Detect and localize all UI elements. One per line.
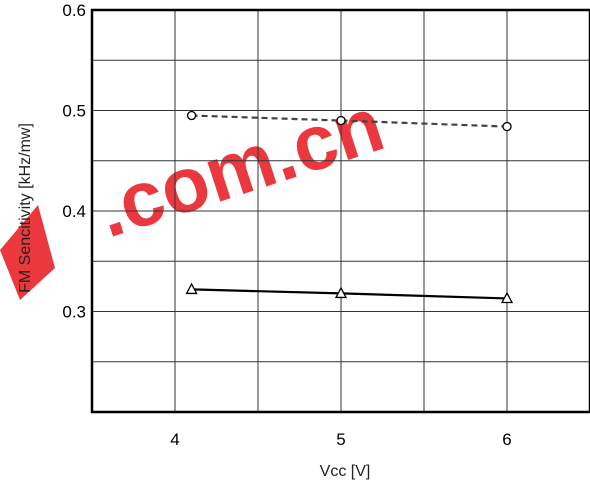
watermark-logo-stroke	[0, 205, 55, 300]
y-tick-label: 0.5	[62, 102, 86, 121]
y-tick-labels: 0.3 0.4 0.5 0.6	[62, 1, 86, 322]
data-point-circle	[502, 121, 512, 132]
x-tick-label: 5	[336, 430, 345, 449]
series-line-1	[191, 114, 508, 128]
y-tick-label: 0.3	[62, 303, 86, 322]
x-tick-label: 6	[502, 430, 511, 449]
x-tick-labels: 4 5 6	[170, 430, 511, 449]
y-tick-label: 0.6	[62, 1, 86, 20]
plot-frame	[90, 8, 590, 414]
watermark: .com.cn	[0, 79, 394, 300]
data-point-circle	[186, 110, 197, 121]
watermark-text: .com.cn	[86, 79, 394, 254]
series-line-2	[191, 288, 508, 300]
data-point-triangle	[185, 282, 198, 295]
y-tick-label: 0.4	[62, 202, 86, 221]
series-layer	[185, 110, 514, 304]
data-point-triangle	[334, 286, 348, 299]
y-axis-label: FM Sencitivity [kHz/mw]	[17, 123, 34, 293]
grid	[92, 10, 590, 412]
data-point-circle	[336, 115, 346, 126]
x-tick-label: 4	[170, 430, 179, 449]
x-axis-label: Vcc [V]	[320, 463, 371, 480]
data-point-triangle	[500, 291, 514, 304]
